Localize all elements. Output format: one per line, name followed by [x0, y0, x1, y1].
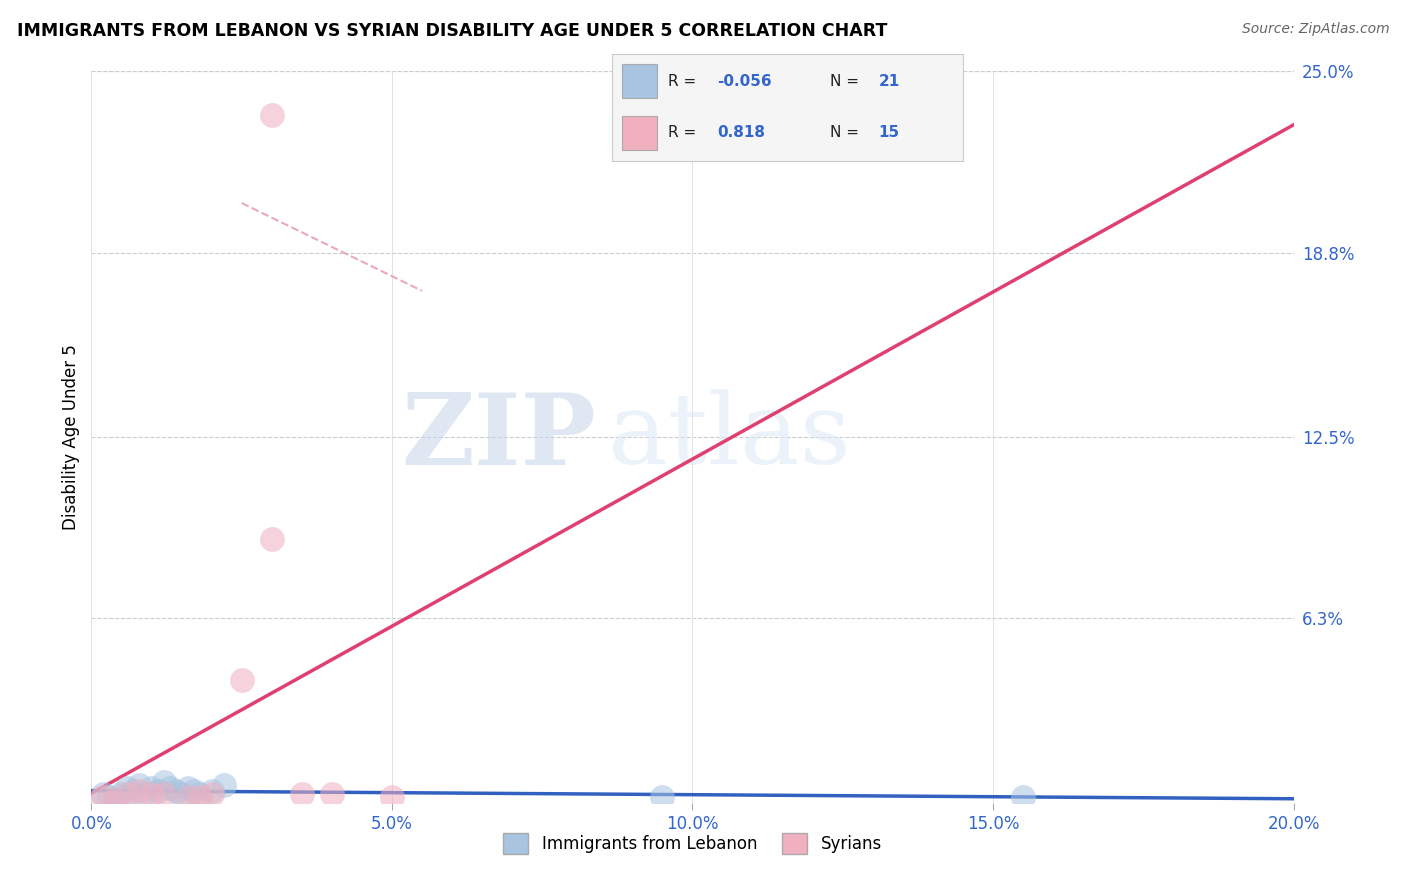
Text: R =: R = [668, 74, 702, 89]
Point [260, 533, 283, 547]
Point [212, 778, 235, 792]
Text: atlas: atlas [609, 389, 851, 485]
Point [188, 787, 211, 801]
Text: R =: R = [668, 125, 702, 140]
Point [152, 787, 174, 801]
Text: 0.818: 0.818 [717, 125, 765, 140]
Point [128, 784, 150, 798]
Point [1012, 789, 1035, 804]
Text: 21: 21 [879, 74, 900, 89]
Legend: Immigrants from Lebanon, Syrians: Immigrants from Lebanon, Syrians [496, 827, 889, 860]
Point [134, 787, 156, 801]
Point [117, 781, 139, 796]
Point [231, 673, 253, 687]
Point [146, 784, 169, 798]
Point [104, 793, 127, 807]
Point [117, 787, 139, 801]
Text: ZIP: ZIP [401, 389, 596, 485]
Y-axis label: Disability Age Under 5: Disability Age Under 5 [62, 344, 80, 530]
Point [141, 781, 163, 796]
Point [98, 789, 121, 804]
Point [201, 784, 224, 798]
Point [183, 784, 205, 798]
Point [188, 789, 211, 804]
Bar [621, 64, 657, 98]
Text: IMMIGRANTS FROM LEBANON VS SYRIAN DISABILITY AGE UNDER 5 CORRELATION CHART: IMMIGRANTS FROM LEBANON VS SYRIAN DISABI… [17, 22, 887, 40]
Point [128, 778, 150, 792]
Point [159, 781, 181, 796]
Text: N =: N = [830, 125, 863, 140]
Text: 15: 15 [879, 125, 900, 140]
Point [291, 787, 314, 801]
Point [176, 789, 198, 804]
Bar [621, 116, 657, 150]
Point [165, 784, 187, 798]
Point [260, 108, 283, 122]
Text: N =: N = [830, 74, 863, 89]
Point [141, 787, 163, 801]
Point [381, 789, 404, 804]
Point [201, 787, 224, 801]
Point [93, 789, 115, 804]
Text: Source: ZipAtlas.com: Source: ZipAtlas.com [1241, 22, 1389, 37]
Point [93, 787, 115, 801]
Point [651, 789, 673, 804]
Point [110, 787, 132, 801]
Point [104, 793, 127, 807]
Text: -0.056: -0.056 [717, 74, 772, 89]
Point [122, 784, 145, 798]
Point [152, 775, 174, 789]
Point [170, 787, 193, 801]
Point [321, 787, 343, 801]
Point [176, 781, 198, 796]
